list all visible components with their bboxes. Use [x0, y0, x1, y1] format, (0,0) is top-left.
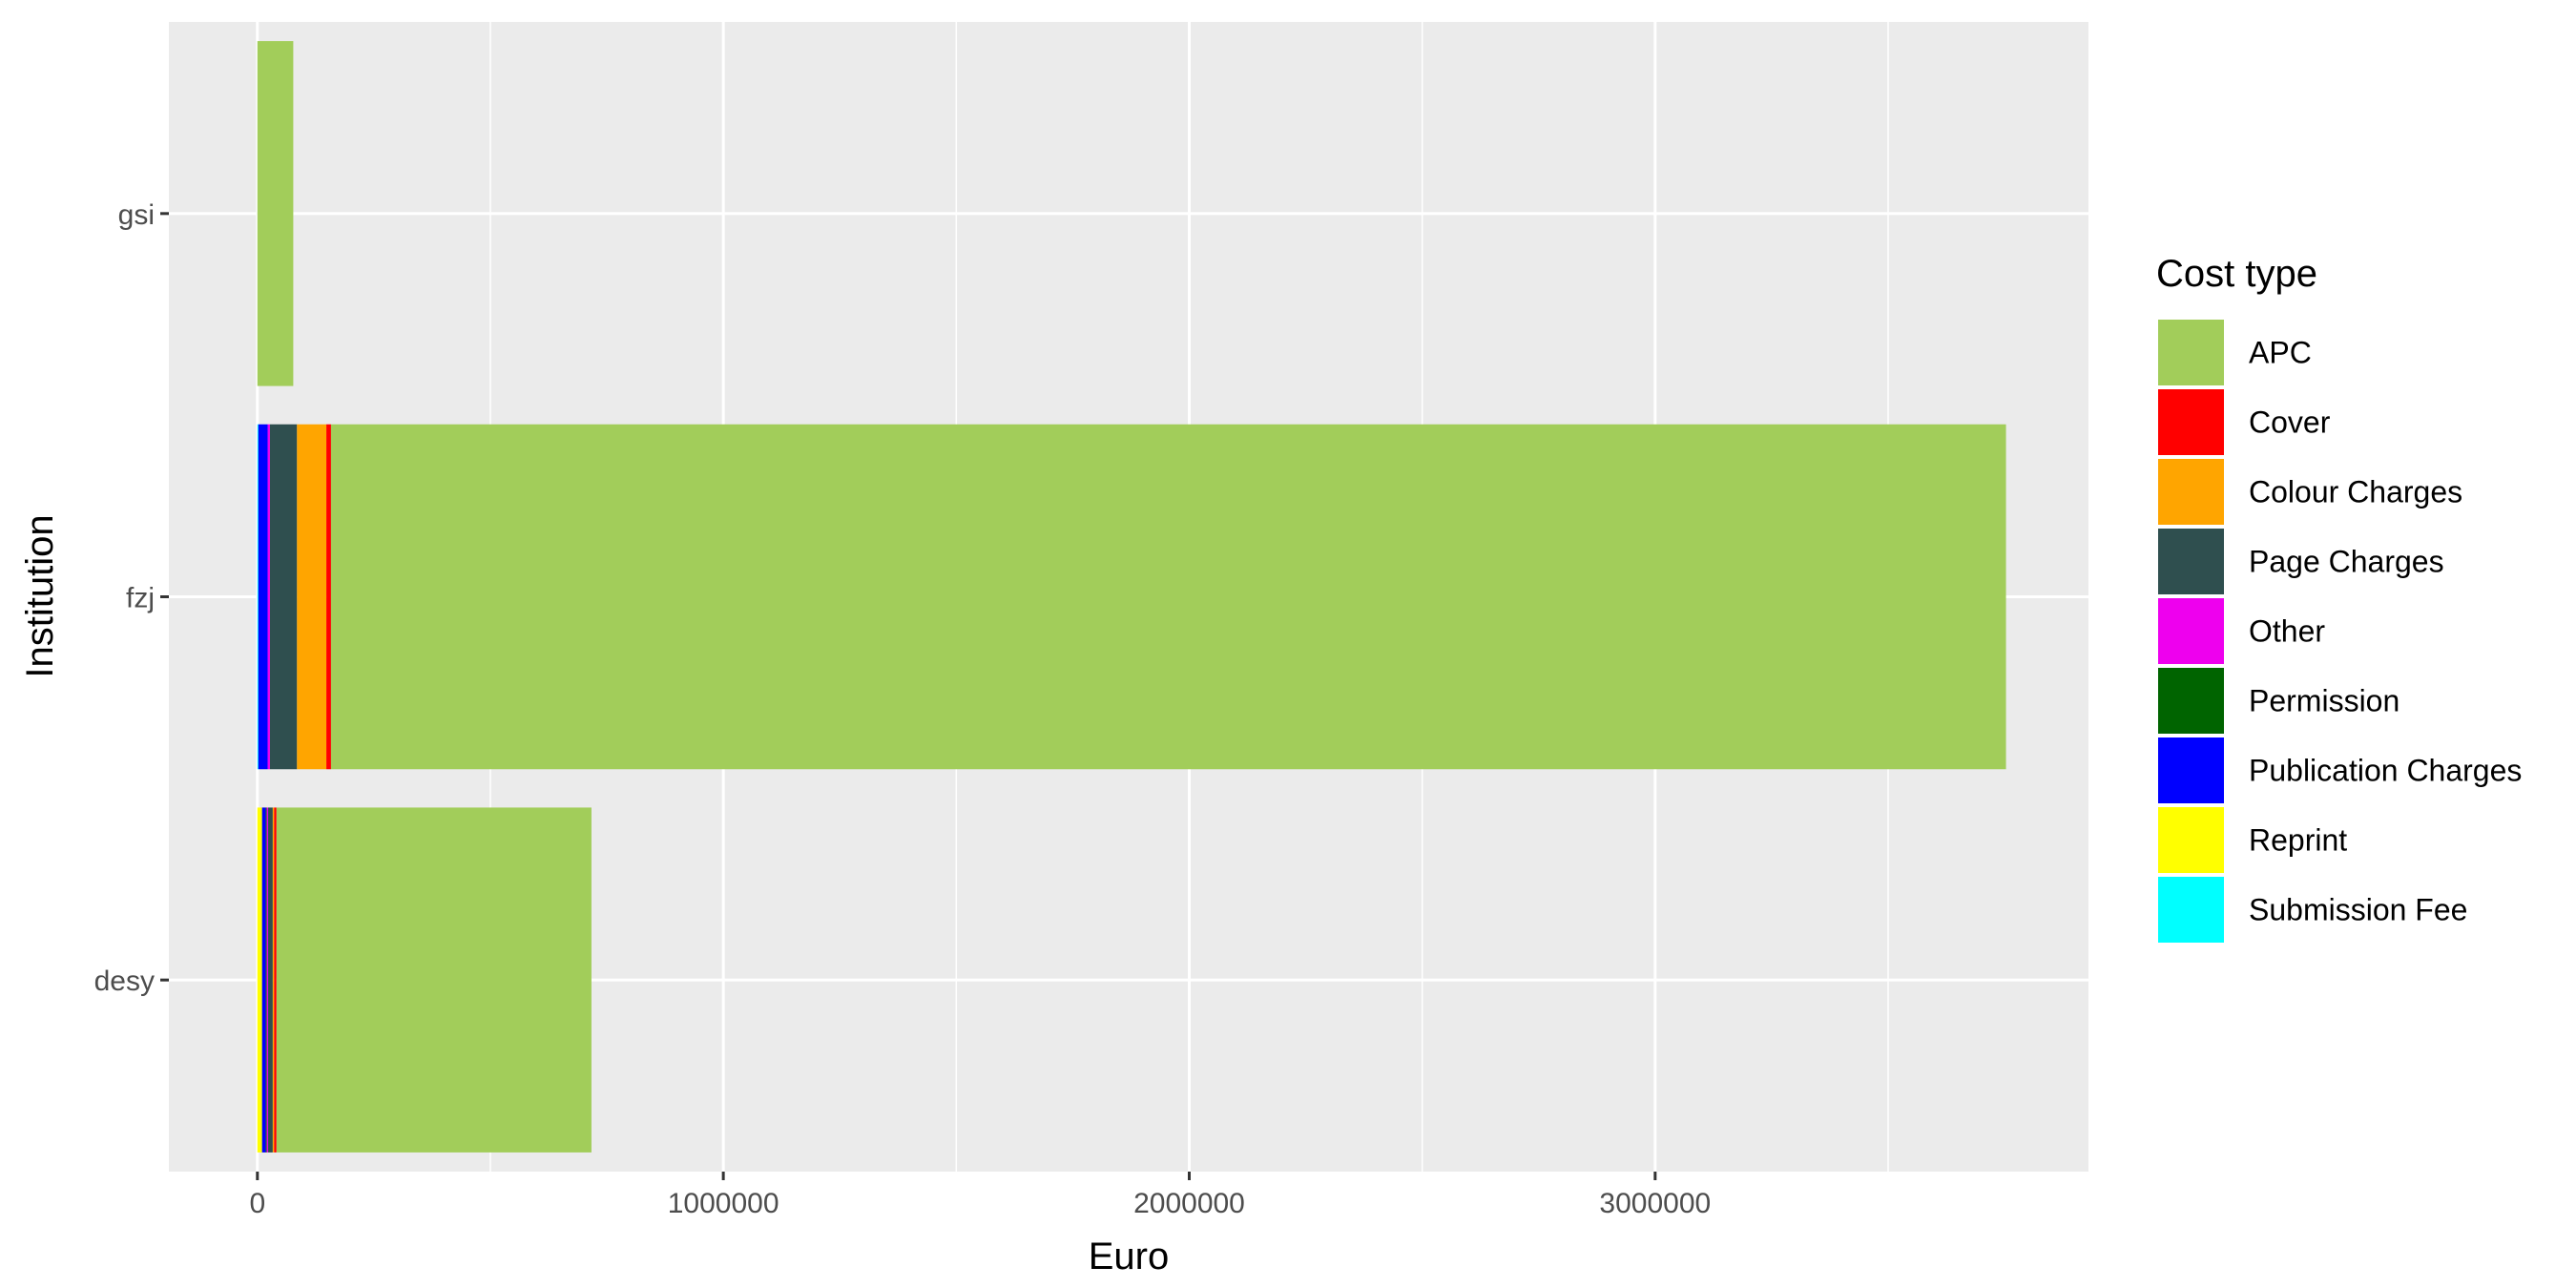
bar-segment-fzj-cover [326, 424, 331, 770]
legend-key-reprint [2158, 807, 2224, 873]
legend-key-cover [2158, 389, 2224, 455]
bar-segment-desy-colour-charges [272, 807, 275, 1153]
x-axis: 0 1000000 2000000 3000000 [249, 1172, 1711, 1219]
legend-label-other: Other [2249, 614, 2325, 649]
bar-segment-fzj-colour-charges [297, 424, 327, 770]
x-axis-title: Euro [1089, 1236, 1170, 1278]
bar-segment-desy-publication-charges [261, 807, 266, 1153]
x-tick-label: 1000000 [668, 1188, 779, 1219]
bar-segment-gsi-apc [257, 41, 294, 386]
bar-segment-desy-other [266, 807, 269, 1153]
bar-segment-desy-apc [276, 807, 592, 1153]
legend-key-other [2158, 598, 2224, 664]
legend-label-permission: Permission [2249, 684, 2399, 718]
legend-label-colour-charges: Colour Charges [2249, 475, 2462, 509]
bar-segment-desy-reprint [257, 807, 262, 1153]
legend-label-publication-charges: Publication Charges [2249, 754, 2522, 788]
bar-segment-fzj-submission-fee [257, 424, 259, 770]
bar-segment-fzj-publication-charges [258, 424, 268, 770]
legend-title: Cost type [2156, 253, 2317, 295]
bar-segment-desy-permission [265, 807, 267, 1153]
x-tick-label: 0 [249, 1188, 265, 1219]
y-tick-label-fzj: fzj [126, 583, 155, 614]
legend-key-permission [2158, 668, 2224, 734]
legend-key-colour-charges [2158, 459, 2224, 525]
bar-segment-desy-page-charges [268, 807, 273, 1153]
legend-key-page-charges [2158, 529, 2224, 594]
bar-segment-fzj-other [267, 424, 270, 770]
legend-label-cover: Cover [2249, 405, 2331, 440]
bar-segments [257, 41, 2006, 1153]
legend-label-apc: APC [2249, 336, 2312, 370]
x-tick-label: 2000000 [1133, 1188, 1245, 1219]
bar-segment-desy-cover [274, 807, 277, 1153]
y-tick-label-gsi: gsi [118, 199, 155, 231]
legend-label-submission-fee: Submission Fee [2249, 893, 2467, 927]
x-tick-label: 3000000 [1599, 1188, 1711, 1219]
legend-key-apc [2158, 320, 2224, 385]
bar-segment-fzj-apc [330, 424, 2006, 770]
bar-segment-fzj-page-charges [269, 424, 298, 770]
legend-key-submission-fee [2158, 877, 2224, 943]
y-axis-title: Institution [19, 514, 61, 677]
legend: APC Cover Colour Charges Page Charges Other P… [2158, 320, 2522, 943]
legend-key-publication-charges [2158, 737, 2224, 803]
legend-label-reprint: Reprint [2249, 823, 2347, 858]
legend-label-page-charges: Page Charges [2249, 545, 2444, 579]
y-axis: desy fzj gsi [94, 199, 169, 997]
y-tick-label-desy: desy [94, 966, 155, 997]
